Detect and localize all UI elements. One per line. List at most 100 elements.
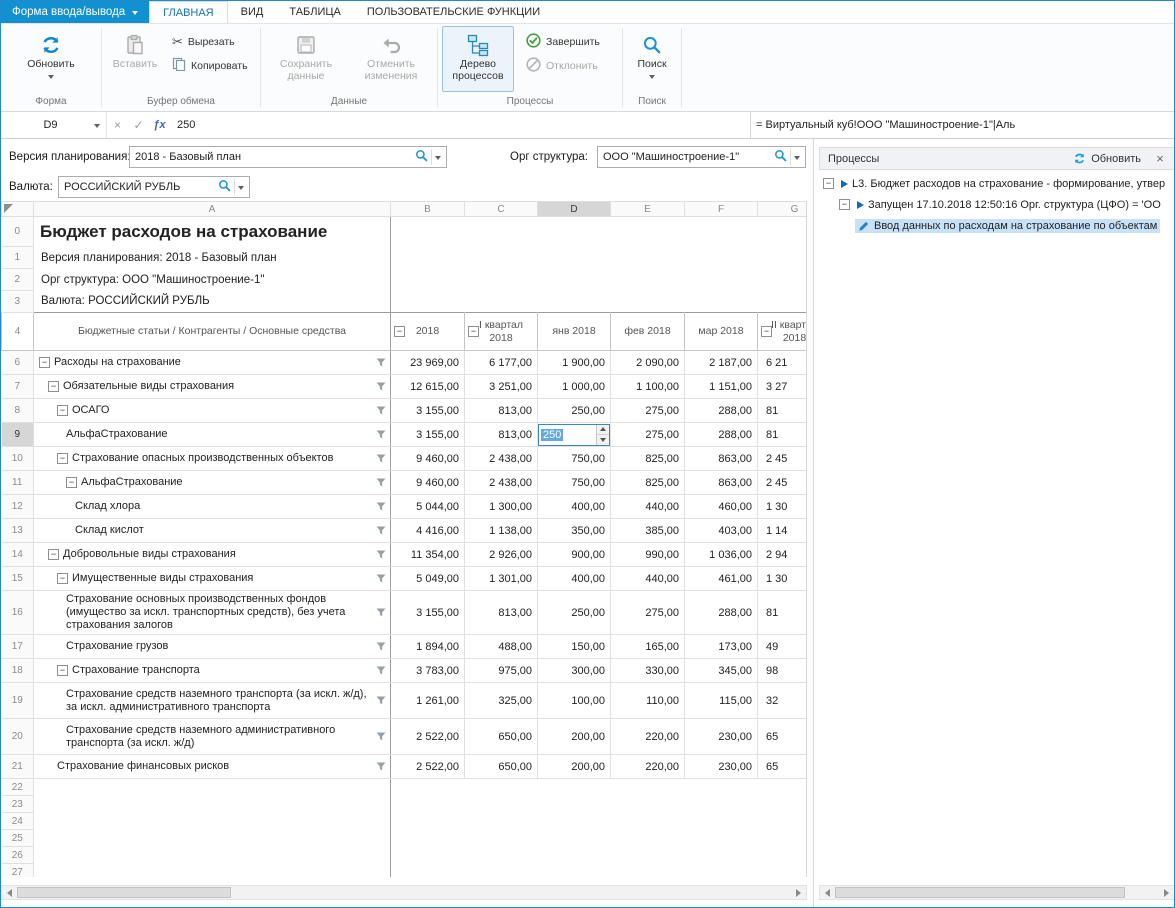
cell-F19[interactable]: 115,00 (684, 682, 758, 719)
row-header-3[interactable]: 3 (1, 290, 34, 313)
row-header-19[interactable]: 19 (1, 682, 34, 719)
cell-A16[interactable]: Страхование основных производственных фо… (33, 590, 391, 635)
row-header-1[interactable]: 1 (1, 246, 34, 269)
cell-F14[interactable]: 1 036,00 (684, 542, 758, 567)
row-header-15[interactable]: 15 (1, 566, 34, 591)
filter-icon[interactable] (376, 406, 386, 415)
cell-A11[interactable]: − АльфаСтрахование (33, 470, 391, 495)
cut-button[interactable]: ✂ Вырезать (166, 31, 254, 52)
cell[interactable] (390, 812, 806, 830)
row-header-24[interactable]: 24 (1, 812, 34, 830)
spinner-up[interactable] (597, 424, 609, 435)
row-header-6[interactable]: 6 (1, 350, 34, 375)
cell-C11[interactable]: 2 438,00 (464, 470, 538, 495)
collapse-icon[interactable]: − (57, 404, 68, 416)
filter-icon[interactable] (376, 732, 386, 741)
cell-A19[interactable]: Страхование средств наземного транспорта… (33, 682, 391, 719)
cell-B13[interactable]: 4 416,00 (390, 518, 465, 543)
cell-C10[interactable]: 2 438,00 (464, 446, 538, 471)
row-header-25[interactable]: 25 (1, 829, 34, 847)
cell-D8[interactable]: 250,00 (537, 398, 611, 423)
cell-F17[interactable]: 173,00 (684, 634, 758, 659)
edit-value[interactable]: 250 (541, 428, 564, 441)
scroll-left-button[interactable] (820, 886, 835, 899)
row-header-13[interactable]: 13 (1, 518, 34, 543)
cell-G12[interactable]: 1 30 (757, 494, 806, 519)
cell-E10[interactable]: 825,00 (610, 446, 685, 471)
cell-G21[interactable]: 65 (757, 754, 806, 779)
cell-G19[interactable]: 32 (757, 682, 806, 719)
search-icon[interactable] (218, 179, 231, 195)
cell-A15[interactable]: − Имущественные виды страхования (33, 566, 391, 591)
cell-C13[interactable]: 1 138,00 (464, 518, 538, 543)
filter-icon[interactable] (376, 608, 386, 617)
cell-F11[interactable]: 863,00 (684, 470, 758, 495)
header-period-D[interactable]: янв 2018 (537, 312, 611, 351)
cell-A24[interactable] (33, 812, 391, 830)
finish-button[interactable]: Завершить (520, 31, 606, 52)
header-period-E[interactable]: фев 2018 (610, 312, 685, 351)
row-header-9[interactable]: 9 (1, 422, 34, 447)
cell-F21[interactable]: 230,00 (684, 754, 758, 779)
cell-E19[interactable]: 110,00 (610, 682, 685, 719)
cell-E6[interactable]: 2 090,00 (610, 350, 685, 375)
cell-A14[interactable]: − Добровольные виды страхования (33, 542, 391, 567)
org-filter-input[interactable]: ООО "Машиностроение-1" (597, 146, 806, 168)
header-period-C[interactable]: − I квартал 2018 (464, 312, 538, 351)
cell-B21[interactable]: 2 522,00 (390, 754, 465, 779)
cell-C16[interactable]: 813,00 (464, 590, 538, 635)
cell-A21[interactable]: Страхование финансовых рисков (33, 754, 391, 779)
cell-D19[interactable]: 100,00 (537, 682, 611, 719)
row-header-10[interactable]: 10 (1, 446, 34, 471)
collapse-icon[interactable]: − (394, 325, 405, 337)
cell[interactable] (390, 246, 806, 269)
collapse-icon[interactable]: − (823, 178, 834, 189)
collapse-icon[interactable]: − (57, 572, 68, 584)
cell-F8[interactable]: 288,00 (684, 398, 758, 423)
cell-B12[interactable]: 5 044,00 (390, 494, 465, 519)
cell-C6[interactable]: 6 177,00 (464, 350, 538, 375)
cell-G9[interactable]: 81 (757, 422, 806, 447)
cell-A6[interactable]: − Расходы на страхование (33, 350, 391, 375)
row-header-27[interactable]: 27 (1, 863, 34, 877)
cell-E21[interactable]: 220,00 (610, 754, 685, 779)
cell-B17[interactable]: 1 894,00 (390, 634, 465, 659)
cell-A12[interactable]: Склад хлора (33, 494, 391, 519)
confirm-entry-icon[interactable]: ✓ (133, 118, 144, 132)
scroll-right-button[interactable] (791, 886, 806, 899)
cell-E14[interactable]: 990,00 (610, 542, 685, 567)
undo-changes-button[interactable]: Отменить изменения (351, 26, 431, 92)
cell[interactable] (390, 863, 806, 877)
paste-button[interactable]: Вставить (104, 26, 166, 92)
collapse-icon[interactable]: − (57, 452, 68, 464)
processes-horizontal-scrollbar[interactable] (819, 885, 1174, 900)
cell-G14[interactable]: 2 94 (757, 542, 806, 567)
cell-A26[interactable] (33, 846, 391, 864)
cell-C14[interactable]: 2 926,00 (464, 542, 538, 567)
cell-G7[interactable]: 3 27 (757, 374, 806, 399)
cell-F15[interactable]: 461,00 (684, 566, 758, 591)
row-header-26[interactable]: 26 (1, 846, 34, 864)
refresh-button[interactable]: Обновить (14, 26, 88, 92)
collapse-icon[interactable]: − (66, 476, 77, 488)
collapse-icon[interactable]: − (48, 380, 59, 392)
file-menu-button[interactable]: Форма ввода/вывода (1, 1, 150, 23)
cell-B19[interactable]: 1 261,00 (390, 682, 465, 719)
cell-D16[interactable]: 250,00 (537, 590, 611, 635)
cell-E16[interactable]: 275,00 (610, 590, 685, 635)
info-cell[interactable]: Орг структура: ООО "Машиностроение-1" (33, 268, 391, 291)
cell-F18[interactable]: 345,00 (684, 658, 758, 683)
cell-B7[interactable]: 12 615,00 (390, 374, 465, 399)
cell-F13[interactable]: 403,00 (684, 518, 758, 543)
cell-A13[interactable]: Склад кислот (33, 518, 391, 543)
info-cell[interactable]: Версия планирования: 2018 - Базовый план (33, 246, 391, 269)
cell-E13[interactable]: 385,00 (610, 518, 685, 543)
cell-C8[interactable]: 813,00 (464, 398, 538, 423)
cell-C19[interactable]: 325,00 (464, 682, 538, 719)
cell-A9[interactable]: АльфаСтрахование (33, 422, 391, 447)
row-header-16[interactable]: 16 (1, 590, 34, 635)
cell-G10[interactable]: 2 45 (757, 446, 806, 471)
cell-G11[interactable]: 2 45 (757, 470, 806, 495)
filter-icon[interactable] (376, 642, 386, 651)
cell-A23[interactable] (33, 795, 391, 813)
